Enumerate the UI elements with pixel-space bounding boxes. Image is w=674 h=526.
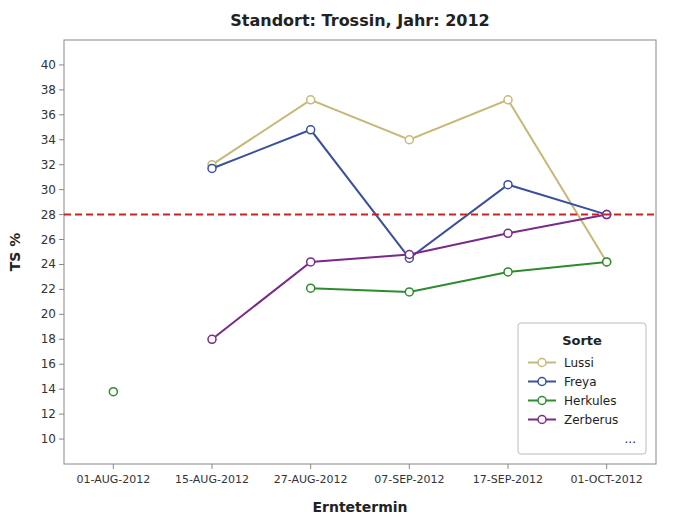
- legend-marker: [538, 359, 546, 367]
- y-tick: [59, 214, 64, 215]
- y-tick: [59, 164, 64, 165]
- point: [307, 96, 315, 104]
- legend-marker: [538, 378, 546, 386]
- x-tick-label: 07-SEP-2012: [374, 473, 444, 486]
- y-tick: [59, 264, 64, 265]
- x-tick-label: 17-SEP-2012: [473, 473, 543, 486]
- point: [504, 268, 512, 276]
- legend-marker: [538, 397, 546, 405]
- point: [603, 258, 611, 266]
- x-tick: [606, 464, 607, 469]
- y-tick-label: 30: [41, 183, 56, 197]
- legend-box: [518, 323, 646, 454]
- y-tick-label: 10: [41, 432, 56, 446]
- series-line: [212, 130, 607, 258]
- point: [504, 181, 512, 189]
- y-tick-label: 24: [41, 257, 56, 271]
- y-tick-label: 22: [41, 282, 56, 296]
- point: [109, 388, 117, 396]
- point: [208, 164, 216, 172]
- legend-title: Sorte: [562, 333, 602, 348]
- y-tick-label: 28: [41, 208, 56, 222]
- y-tick: [59, 364, 64, 365]
- y-tick-label: 12: [41, 407, 56, 421]
- y-tick: [59, 289, 64, 290]
- y-tick: [59, 114, 64, 115]
- series: [208, 96, 611, 266]
- x-tick: [409, 464, 410, 469]
- y-tick-label: 36: [41, 108, 56, 122]
- legend-label: Herkules: [564, 394, 617, 408]
- x-axis-label: Erntetermin: [312, 499, 407, 515]
- annotation: ...: [625, 432, 636, 446]
- series: [208, 126, 611, 262]
- y-tick-label: 40: [41, 58, 56, 72]
- plot-frame: [64, 40, 656, 464]
- y-tick: [59, 239, 64, 240]
- legend-marker: [538, 416, 546, 424]
- y-tick-label: 26: [41, 233, 56, 247]
- y-tick: [59, 439, 64, 440]
- reference-line: [64, 214, 656, 216]
- y-tick-label: 14: [41, 382, 56, 396]
- point: [307, 258, 315, 266]
- y-tick-label: 38: [41, 83, 56, 97]
- title: Standort: Trossin, Jahr: 2012: [230, 11, 489, 30]
- point: [603, 258, 611, 266]
- background: [0, 0, 674, 526]
- x-tick: [508, 464, 509, 469]
- point: [307, 284, 315, 292]
- x-tick: [212, 464, 213, 469]
- point: [405, 288, 413, 296]
- x-tick: [113, 464, 114, 469]
- x-tick-label: 27-AUG-2012: [274, 473, 348, 486]
- x-tick-label: 15-AUG-2012: [175, 473, 249, 486]
- x-tick-label: 01-OCT-2012: [571, 473, 643, 486]
- y-tick: [59, 339, 64, 340]
- y-tick: [59, 89, 64, 90]
- series-line: [212, 100, 607, 262]
- legend-label: Lussi: [564, 356, 594, 370]
- y-axis-label: TS %: [7, 233, 23, 272]
- point: [307, 126, 315, 134]
- chart: 10 12 14 16 18 20 22 24 26 28 30 32 34 36 38 40 01-AUG-2…: [0, 0, 674, 526]
- series-line: [311, 262, 607, 292]
- legend-label: Freya: [564, 375, 597, 389]
- y-tick-label: 34: [41, 133, 56, 147]
- y-tick-label: 18: [41, 332, 56, 346]
- series-line: [212, 215, 607, 340]
- point: [504, 96, 512, 104]
- x-tick-label: 01-AUG-2012: [76, 473, 150, 486]
- y-tick: [59, 139, 64, 140]
- point: [405, 136, 413, 144]
- y-tick-label: 20: [41, 307, 56, 321]
- x-tick: [310, 464, 311, 469]
- legend: Sorte Lussi Freya Herkules Zerberus...: [518, 323, 646, 454]
- point: [504, 229, 512, 237]
- legend-label: Zerberus: [564, 413, 618, 427]
- y-tick-label: 32: [41, 158, 56, 172]
- y-tick: [59, 189, 64, 190]
- y-tick: [59, 314, 64, 315]
- y-tick: [59, 389, 64, 390]
- y-tick: [59, 414, 64, 415]
- point: [208, 335, 216, 343]
- y-tick: [59, 64, 64, 65]
- y-tick-label: 16: [41, 357, 56, 371]
- point: [405, 250, 413, 258]
